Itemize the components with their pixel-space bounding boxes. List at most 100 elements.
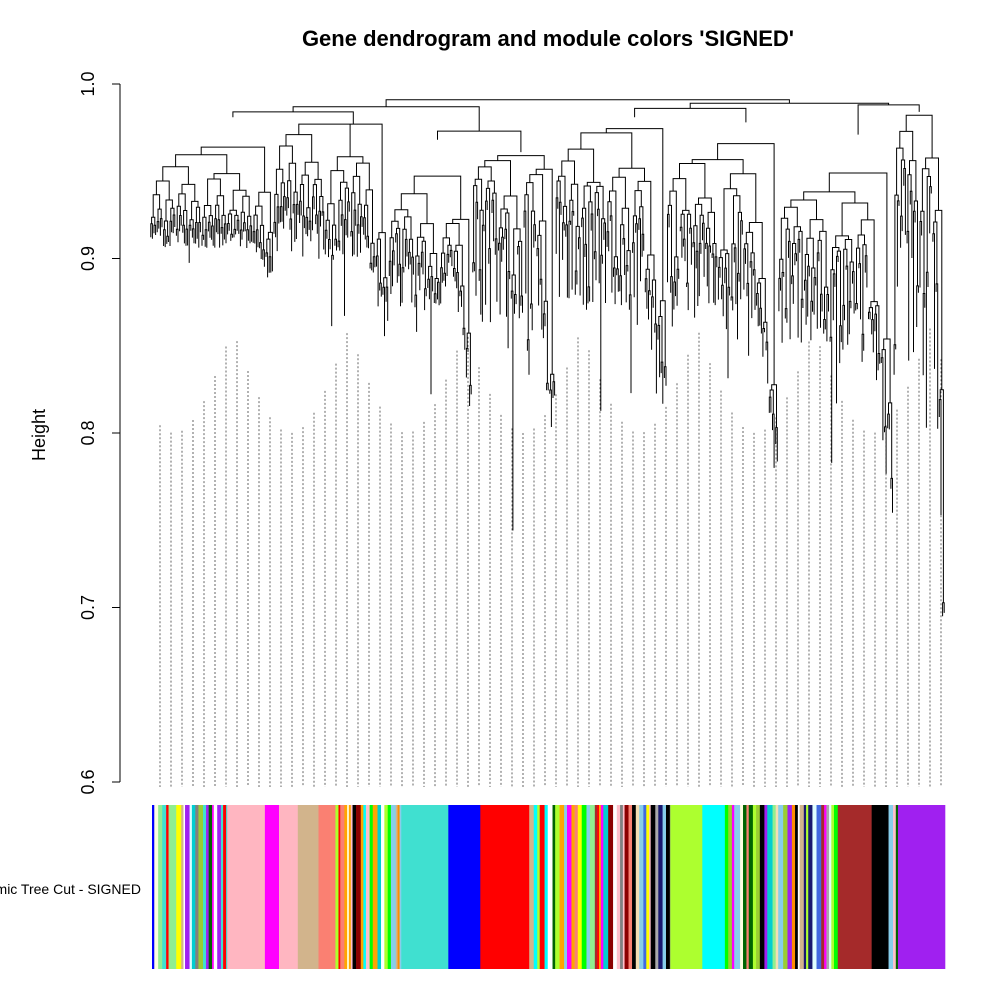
module-stripe [574, 805, 579, 969]
module-stripe [377, 805, 382, 969]
module-stripe [372, 805, 378, 969]
module-stripe [577, 805, 583, 969]
module-stripe [347, 805, 350, 969]
module-stripe [772, 805, 776, 969]
module-block [278, 805, 299, 969]
module-stripe [397, 805, 400, 969]
module-stripe [552, 805, 556, 969]
module-stripe [539, 805, 545, 969]
module-stripe [775, 805, 779, 969]
module-stripe [564, 805, 568, 969]
module-stripe [547, 805, 553, 969]
module-block [837, 805, 872, 969]
module-stripe [728, 805, 733, 969]
y-tick-label: 0.6 [78, 769, 98, 794]
module-stripe [352, 805, 357, 969]
module-stripe [662, 805, 667, 969]
module-block [227, 805, 266, 969]
leaf-guide-lines [159, 328, 942, 787]
module-stripe [787, 805, 793, 969]
module-stripe [756, 805, 761, 969]
module-stripe [356, 805, 362, 969]
module-stripe [669, 805, 671, 969]
module-stripe [764, 805, 768, 969]
module-stripe [202, 805, 207, 969]
module-stripe [816, 805, 822, 969]
module-stripe [643, 805, 647, 969]
module-block [448, 805, 481, 969]
y-axis: 0.6 0.7 0.8 0.9 1.0 [78, 71, 121, 795]
color-bar-label: Dynamic Tree Cut - SIGNED [0, 881, 141, 897]
module-stripe [399, 805, 402, 969]
module-stripe [736, 805, 741, 969]
module-stripe [655, 805, 659, 969]
module-stripe [808, 805, 813, 969]
module-block [318, 805, 336, 969]
module-stripe [544, 805, 549, 969]
module-stripe [212, 805, 215, 969]
module-stripe [649, 805, 652, 969]
module-stripe [581, 805, 587, 969]
module-stripe [185, 805, 190, 969]
module-stripe [567, 805, 572, 969]
module-stripe [616, 805, 621, 969]
module-block [480, 805, 530, 969]
module-stripe [226, 805, 228, 969]
module-stripe [624, 805, 629, 969]
module-stripe [752, 805, 757, 969]
dendrogram-tree [150, 99, 945, 617]
module-stripe [166, 805, 169, 969]
y-tick-label: 1.0 [78, 71, 98, 96]
module-stripe [384, 805, 389, 969]
module-stripe [791, 805, 796, 969]
module-stripe [198, 805, 204, 969]
module-stripe [189, 805, 193, 969]
module-stripe [387, 805, 392, 969]
module-stripe [597, 805, 600, 969]
module-stripe [183, 805, 186, 969]
module-block [871, 805, 889, 969]
module-stripe [537, 805, 541, 969]
module-stripe [220, 805, 224, 969]
module-stripe [381, 805, 385, 969]
module-block [702, 805, 726, 969]
module-stripe [594, 805, 598, 969]
module-stripe [360, 805, 364, 969]
module-stripe [348, 805, 352, 969]
module-stripe [613, 805, 618, 969]
module-stripe [158, 805, 163, 969]
module-stripe [335, 805, 339, 969]
module-stripe [834, 805, 839, 969]
module-stripe [797, 805, 800, 969]
module-stripe [390, 805, 397, 969]
module-stripe [665, 805, 671, 969]
module-stripe [620, 805, 624, 969]
module-stripe [181, 805, 184, 969]
module-stripe [600, 805, 604, 969]
module-stripe [799, 805, 805, 969]
module-stripe [176, 805, 182, 969]
module-stripe [888, 805, 894, 969]
module-stripe [603, 805, 609, 969]
module-block [401, 805, 449, 969]
module-stripe [824, 805, 827, 969]
module-stripe [571, 805, 575, 969]
module-stripe [639, 805, 644, 969]
module-stripe [646, 805, 650, 969]
module-stripe [759, 805, 765, 969]
module-stripe [622, 805, 625, 969]
y-tick-label: 0.9 [78, 246, 98, 271]
module-stripe [206, 805, 209, 969]
module-stripe [208, 805, 213, 969]
module-stripe [162, 805, 167, 969]
module-stripe [650, 805, 656, 969]
module-stripe [724, 805, 729, 969]
module-stripe [740, 805, 744, 969]
module-stripe [586, 805, 591, 969]
module-stripe [172, 805, 177, 969]
module-stripe [895, 805, 899, 969]
module-stripe [748, 805, 754, 969]
chart-title: Gene dendrogram and module colors 'SIGNE… [302, 26, 794, 51]
module-stripe [795, 805, 799, 969]
module-stripe [803, 805, 807, 969]
